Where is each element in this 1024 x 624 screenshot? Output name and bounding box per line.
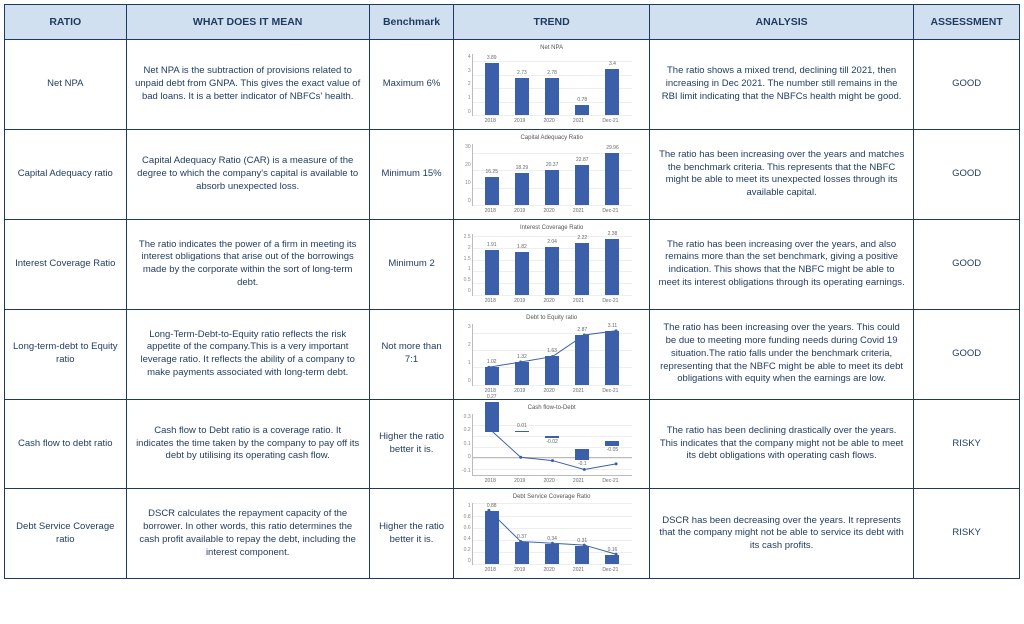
- cell-analysis: The ratio shows a mixed trend, declining…: [649, 40, 913, 130]
- trend-chart: Capital Adequacy Ratio 3020100 16.2518.2…: [460, 134, 643, 215]
- header-trend: TREND: [454, 5, 650, 40]
- table-row: Long-term-debt to Equity ratio Long-Term…: [5, 309, 1020, 399]
- table-row: Net NPA Net NPA is the subtraction of pr…: [5, 40, 1020, 130]
- cell-benchmark: Minimum 2: [369, 219, 454, 309]
- cell-trend: Capital Adequacy Ratio 3020100 16.2518.2…: [454, 130, 650, 220]
- trend-chart: Net NPA 43210 3.892.732.780.783.4 201820…: [460, 44, 643, 125]
- cell-trend: Debt Service Coverage Ratio 10.80.60.40.…: [454, 489, 650, 579]
- cell-benchmark: Higher the ratio better it is.: [369, 399, 454, 489]
- cell-analysis: DSCR has been decreasing over the years.…: [649, 489, 913, 579]
- cell-meaning: Cash flow to Debt ratio is a coverage ra…: [126, 399, 369, 489]
- chart-title: Interest Coverage Ratio: [520, 224, 583, 232]
- header-benchmark: Benchmark: [369, 5, 454, 40]
- table-row: Interest Coverage Ratio The ratio indica…: [5, 219, 1020, 309]
- cell-ratio: Cash flow to debt ratio: [5, 399, 127, 489]
- cell-ratio: Interest Coverage Ratio: [5, 219, 127, 309]
- cell-trend: Cash flow-to-Debt 0.30.20.10-0.1 0.27 0.…: [454, 399, 650, 489]
- table-row: Capital Adequacy ratio Capital Adequacy …: [5, 130, 1020, 220]
- cell-assessment: GOOD: [914, 40, 1020, 130]
- cell-assessment: GOOD: [914, 219, 1020, 309]
- trend-chart: Interest Coverage Ratio 2.521.510.50 1.9…: [460, 224, 643, 305]
- header-assessment: ASSESSMENT: [914, 5, 1020, 40]
- trend-chart: Cash flow-to-Debt 0.30.20.10-0.1 0.27 0.…: [460, 404, 643, 485]
- cell-trend: Net NPA 43210 3.892.732.780.783.4 201820…: [454, 40, 650, 130]
- cell-ratio: Net NPA: [5, 40, 127, 130]
- cell-benchmark: Minimum 15%: [369, 130, 454, 220]
- chart-title: Net NPA: [540, 44, 563, 52]
- cell-trend: Debt to Equity ratio 3210 1.021.321.632.…: [454, 309, 650, 399]
- header-analysis: ANALYSIS: [649, 5, 913, 40]
- cell-meaning: The ratio indicates the power of a firm …: [126, 219, 369, 309]
- cell-analysis: The ratio has been increasing over the y…: [649, 130, 913, 220]
- header-meaning: WHAT DOES IT MEAN: [126, 5, 369, 40]
- cell-assessment: GOOD: [914, 309, 1020, 399]
- cell-ratio: Long-term-debt to Equity ratio: [5, 309, 127, 399]
- cell-benchmark: Maximum 6%: [369, 40, 454, 130]
- trend-chart: Debt Service Coverage Ratio 10.80.60.40.…: [460, 493, 643, 574]
- chart-title: Debt Service Coverage Ratio: [513, 493, 591, 501]
- header-row: RATIO WHAT DOES IT MEAN Benchmark TREND …: [5, 5, 1020, 40]
- cell-benchmark: Not more than 7:1: [369, 309, 454, 399]
- header-ratio: RATIO: [5, 5, 127, 40]
- cell-meaning: Capital Adequacy Ratio (CAR) is a measur…: [126, 130, 369, 220]
- chart-title: Capital Adequacy Ratio: [520, 134, 582, 142]
- cell-meaning: Net NPA is the subtraction of provisions…: [126, 40, 369, 130]
- cell-assessment: RISKY: [914, 399, 1020, 489]
- cell-ratio: Capital Adequacy ratio: [5, 130, 127, 220]
- ratio-analysis-table: RATIO WHAT DOES IT MEAN Benchmark TREND …: [4, 4, 1020, 579]
- table-row: Cash flow to debt ratio Cash flow to Deb…: [5, 399, 1020, 489]
- cell-analysis: The ratio has been increasing over the y…: [649, 309, 913, 399]
- chart-title: Debt to Equity ratio: [526, 314, 577, 322]
- cell-benchmark: Higher the ratio better it is.: [369, 489, 454, 579]
- cell-analysis: The ratio has been declining drastically…: [649, 399, 913, 489]
- cell-meaning: DSCR calculates the repayment capacity o…: [126, 489, 369, 579]
- cell-trend: Interest Coverage Ratio 2.521.510.50 1.9…: [454, 219, 650, 309]
- chart-title: Cash flow-to-Debt: [528, 404, 576, 412]
- cell-analysis: The ratio has been increasing over the y…: [649, 219, 913, 309]
- cell-ratio: Debt Service Coverage ratio: [5, 489, 127, 579]
- cell-meaning: Long-Term-Debt-to-Equity ratio reflects …: [126, 309, 369, 399]
- trend-chart: Debt to Equity ratio 3210 1.021.321.632.…: [460, 314, 643, 395]
- table-row: Debt Service Coverage ratio DSCR calcula…: [5, 489, 1020, 579]
- cell-assessment: RISKY: [914, 489, 1020, 579]
- cell-assessment: GOOD: [914, 130, 1020, 220]
